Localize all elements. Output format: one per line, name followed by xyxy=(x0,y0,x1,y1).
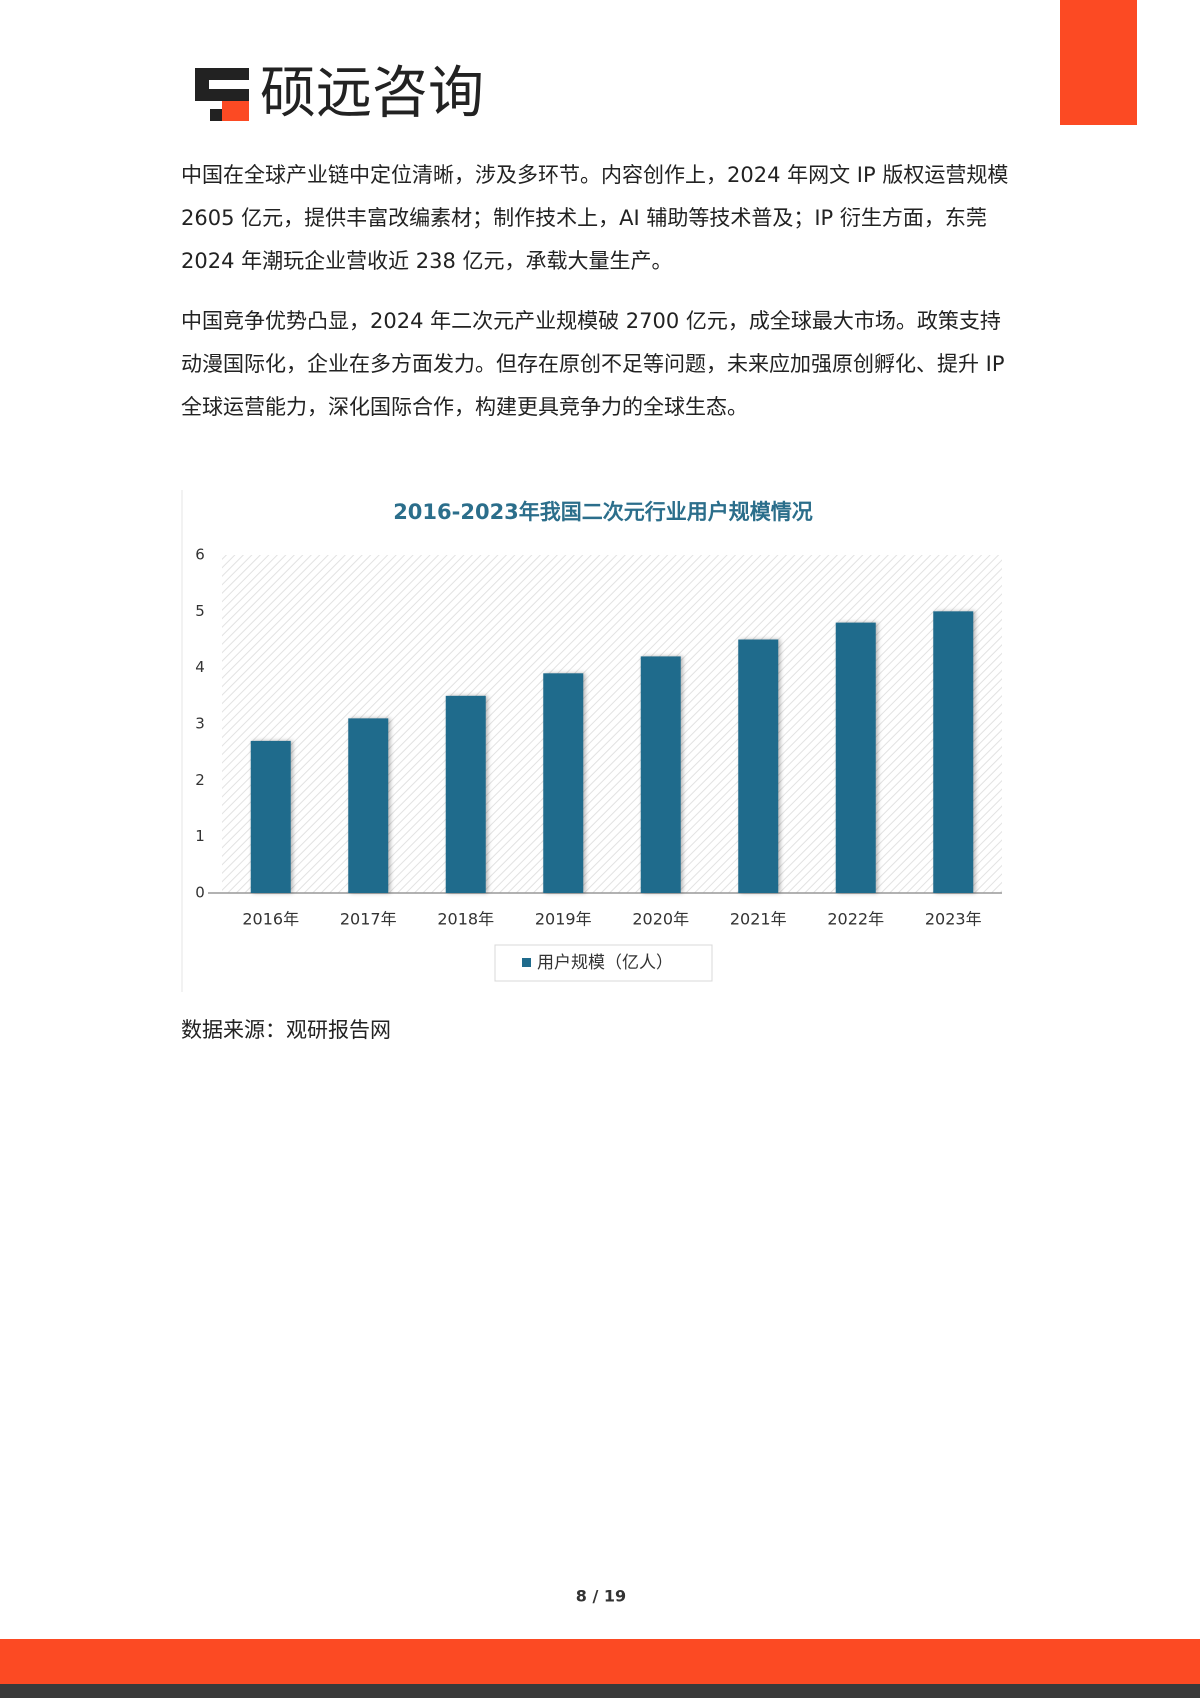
page-number: 8 / 19 xyxy=(576,1587,626,1606)
x-tick-label: 2019年 xyxy=(535,910,592,929)
legend-box xyxy=(494,944,713,982)
plot-background xyxy=(222,555,1002,893)
y-tick-label: 3 xyxy=(195,715,205,733)
y-tick-label: 2 xyxy=(195,771,205,789)
logo-text: 硕远咨询 xyxy=(260,61,484,126)
x-tick-label: 2016年 xyxy=(242,910,299,929)
source: 数据来源：观研报告网 xyxy=(181,1018,391,1042)
x-tick-label: 2017年 xyxy=(340,910,397,929)
paragraph: 中国竞争优势凸显，2024 年二次元产业规模破 2700 亿元，成全球最大市场。… xyxy=(181,309,1005,419)
y-tick-label: 0 xyxy=(195,884,205,902)
corner-accent xyxy=(1060,0,1137,125)
chart-title: 2016-2023年我国二次元行业用户规模情况 xyxy=(393,500,813,524)
y-tick-label: 1 xyxy=(195,827,205,845)
y-tick-label: 5 xyxy=(195,602,205,620)
legend-swatch xyxy=(522,958,531,967)
logo-icon xyxy=(195,68,249,121)
x-tick-label: 2020年 xyxy=(632,910,689,929)
bar xyxy=(933,611,974,893)
chart: 0 1 2 3 4 5 6 2016年 2017年 2018年 2019年 2020年 2021年 202… xyxy=(195,546,1002,982)
x-tick-label: 2018年 xyxy=(437,910,494,929)
bar xyxy=(445,695,486,893)
paragraph: 中国在全球产业链中定位清晰，涉及多环节。内容创作上，2024 年网文 IP 版权… xyxy=(181,163,1009,273)
footer-strip xyxy=(0,1684,1200,1698)
bar xyxy=(640,656,681,893)
x-tick-label: 2023年 xyxy=(925,910,982,929)
y-tick-label: 6 xyxy=(195,546,205,564)
legend-label: 用户规模（亿人） xyxy=(537,953,673,973)
bar xyxy=(738,639,779,893)
x-tick-label: 2021年 xyxy=(730,910,787,929)
bar xyxy=(543,673,584,893)
bar xyxy=(835,622,876,893)
footer-band xyxy=(0,1639,1200,1684)
bar xyxy=(348,718,389,893)
bar xyxy=(250,740,291,893)
y-tick-label: 4 xyxy=(195,658,205,676)
x-tick-label: 2022年 xyxy=(827,910,884,929)
